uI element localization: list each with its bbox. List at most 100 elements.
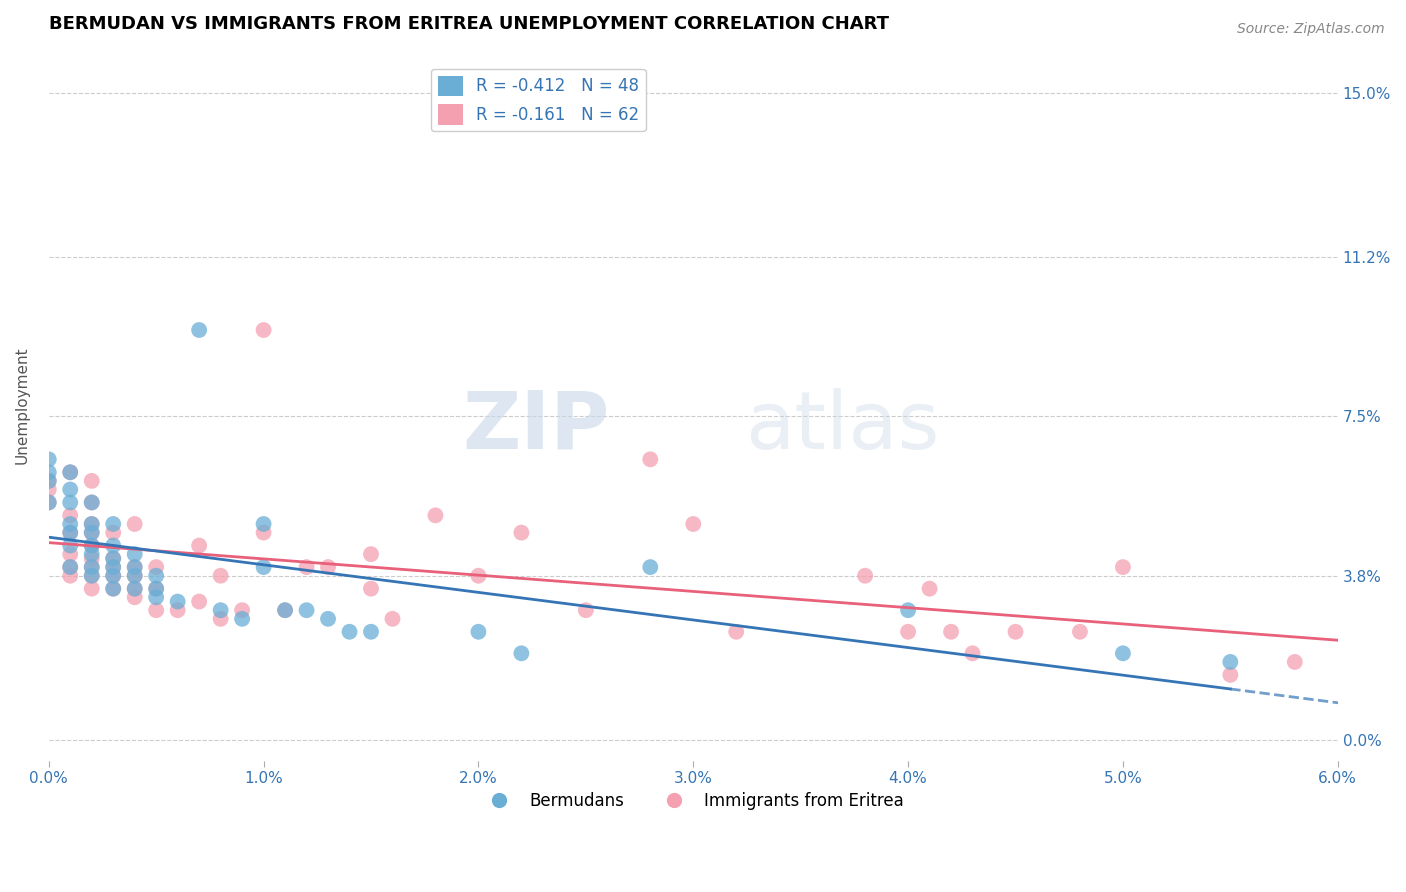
Point <box>38 495 60 509</box>
Point <box>231 603 253 617</box>
Point <box>124 568 146 582</box>
Point <box>209 612 232 626</box>
Point <box>80 539 103 553</box>
Point <box>103 568 125 582</box>
Point <box>38 474 60 488</box>
Point <box>339 624 361 639</box>
Point <box>939 624 962 639</box>
Point <box>124 547 146 561</box>
Point <box>59 568 82 582</box>
Point <box>209 568 232 582</box>
Point <box>124 568 146 582</box>
Point <box>103 551 125 566</box>
Point <box>510 646 533 660</box>
Point <box>38 465 60 479</box>
Point <box>510 525 533 540</box>
Point <box>103 551 125 566</box>
Point <box>59 495 82 509</box>
Point <box>38 495 60 509</box>
Point <box>360 547 382 561</box>
Point <box>80 516 103 531</box>
Point <box>853 568 876 582</box>
Point <box>59 560 82 574</box>
Point <box>1219 655 1241 669</box>
Point <box>918 582 941 596</box>
Point <box>103 516 125 531</box>
Point <box>59 508 82 523</box>
Point <box>80 568 103 582</box>
Point <box>360 624 382 639</box>
Point <box>252 525 274 540</box>
Point <box>897 624 920 639</box>
Legend: Bermudans, Immigrants from Eritrea: Bermudans, Immigrants from Eritrea <box>477 786 911 817</box>
Point <box>124 516 146 531</box>
Point <box>80 560 103 574</box>
Point <box>103 582 125 596</box>
Point <box>59 560 82 574</box>
Point <box>274 603 297 617</box>
Text: BERMUDAN VS IMMIGRANTS FROM ERITREA UNEMPLOYMENT CORRELATION CHART: BERMUDAN VS IMMIGRANTS FROM ERITREA UNEM… <box>49 15 889 33</box>
Point <box>103 560 125 574</box>
Point <box>124 582 146 596</box>
Text: atlas: atlas <box>745 388 939 466</box>
Point <box>1004 624 1026 639</box>
Point <box>467 568 489 582</box>
Point <box>124 560 146 574</box>
Point <box>59 525 82 540</box>
Point <box>103 582 125 596</box>
Point <box>80 525 103 540</box>
Point <box>1112 646 1135 660</box>
Point <box>38 474 60 488</box>
Point <box>80 495 103 509</box>
Point <box>103 539 125 553</box>
Point <box>80 474 103 488</box>
Point <box>1069 624 1091 639</box>
Text: Source: ZipAtlas.com: Source: ZipAtlas.com <box>1237 22 1385 37</box>
Point <box>295 560 318 574</box>
Point <box>640 560 662 574</box>
Point <box>59 465 82 479</box>
Point <box>467 624 489 639</box>
Point <box>682 516 704 531</box>
Text: ZIP: ZIP <box>463 388 609 466</box>
Point <box>295 603 318 617</box>
Point <box>124 582 146 596</box>
Point <box>575 603 598 617</box>
Point <box>80 568 103 582</box>
Point <box>80 495 103 509</box>
Point <box>640 452 662 467</box>
Point <box>145 582 167 596</box>
Point <box>381 612 404 626</box>
Point <box>252 516 274 531</box>
Point <box>59 516 82 531</box>
Point <box>897 603 920 617</box>
Point <box>145 603 167 617</box>
Point <box>209 603 232 617</box>
Point <box>145 560 167 574</box>
Point <box>274 603 297 617</box>
Point <box>80 525 103 540</box>
Point <box>103 560 125 574</box>
Point <box>1284 655 1306 669</box>
Point <box>103 525 125 540</box>
Point <box>316 560 339 574</box>
Point <box>145 591 167 605</box>
Point <box>145 568 167 582</box>
Point <box>80 547 103 561</box>
Point <box>80 582 103 596</box>
Point <box>316 612 339 626</box>
Point <box>38 483 60 497</box>
Point <box>725 624 748 639</box>
Point <box>103 568 125 582</box>
Point <box>1112 560 1135 574</box>
Point <box>1219 668 1241 682</box>
Point <box>188 594 211 608</box>
Point <box>252 560 274 574</box>
Point <box>145 582 167 596</box>
Point <box>360 582 382 596</box>
Point <box>59 483 82 497</box>
Point <box>425 508 447 523</box>
Point <box>59 539 82 553</box>
Point <box>962 646 984 660</box>
Point <box>80 560 103 574</box>
